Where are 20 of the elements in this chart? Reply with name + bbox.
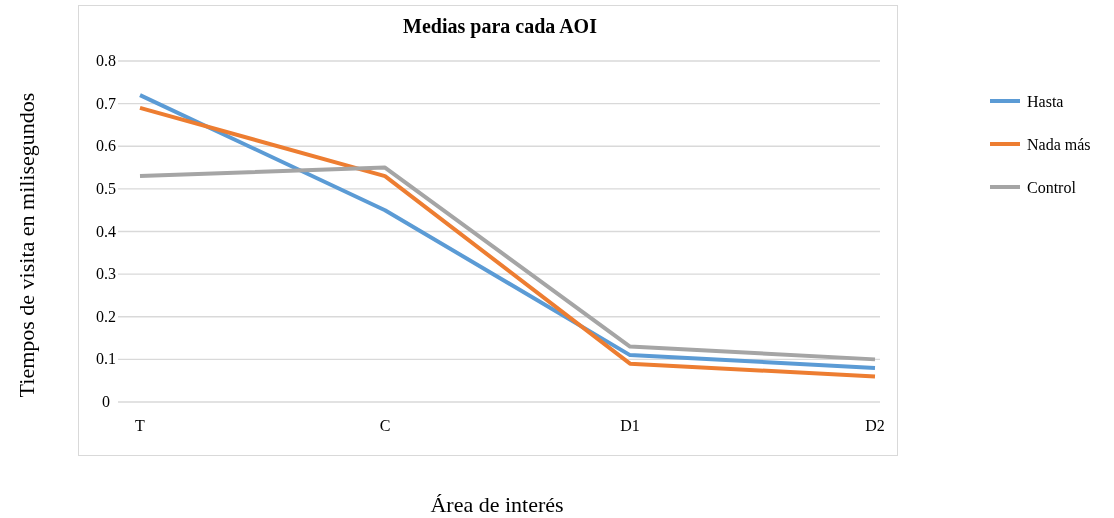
y-tick-label: 0.7	[96, 94, 116, 112]
x-tick-label: T	[135, 417, 146, 434]
y-tick-label: 0.8	[96, 52, 116, 69]
y-tick-label: 0.6	[96, 137, 116, 155]
chart-title: Medias para cada AOI	[403, 15, 598, 38]
y-tick-label: 0.2	[96, 307, 116, 325]
x-tick-label: D2	[865, 417, 885, 434]
y-tick-label: 0.5	[96, 179, 116, 197]
x-tick-label: C	[379, 417, 391, 434]
line-series	[138, 165, 877, 362]
y-tick-label: 0.1	[96, 350, 116, 368]
legend-label: Nada más	[1027, 136, 1091, 153]
y-tick-label: 0	[102, 393, 110, 410]
x-tick-label: D1	[620, 417, 640, 434]
y-tick-label: 0.3	[96, 265, 116, 283]
y-tick-label: 0.4	[96, 222, 116, 240]
y-axis-title: Tiempos de visita en milisegundos	[14, 92, 39, 398]
x-axis-title: Área de interés	[430, 492, 564, 517]
legend-label: Control	[1027, 179, 1077, 196]
legend-label: Hasta	[1027, 93, 1064, 110]
